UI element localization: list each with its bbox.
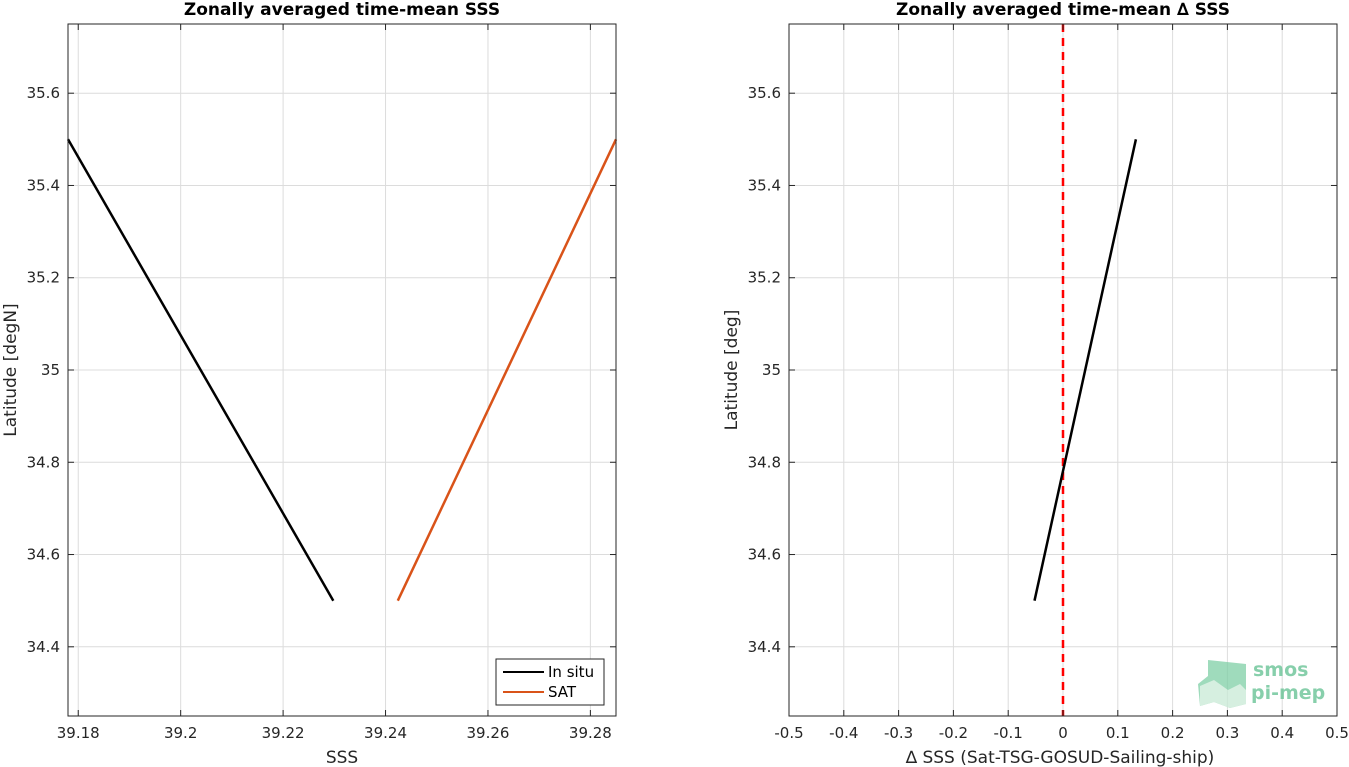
right-panel: -0.5 -0.4 -0.3 -0.2 -0.1 0 0.1 0.2 0.3 0.4 0.5 34.4… [722, 0, 1349, 767]
right-ticks: -0.5 -0.4 -0.3 -0.2 -0.1 0 0.1 0.2 0.3 0.4 0.5 34.4… [748, 24, 1349, 742]
right-y-tick-label: 34.6 [748, 546, 781, 564]
legend-box [495, 658, 605, 706]
left-series-line-sat [396, 138, 618, 602]
right-chart-title: Zonally averaged time-mean ∆ SSS [896, 0, 1230, 20]
left-series-line-in-situ [66, 138, 335, 602]
right-x-tick-label: 0.2 [1161, 724, 1185, 742]
right-x-tick-label: 0.5 [1325, 724, 1349, 742]
right-x-tick-label: -0.1 [994, 724, 1023, 742]
smos-pi-mep-logo: smos pi-mep [1198, 659, 1325, 708]
left-ticks: 39.18 39.2 39.22 39.24 39.26 39.28 34.4 34.6 34.… [27, 24, 616, 742]
logo-text-smos: smos [1253, 659, 1308, 681]
right-y-tick-label: 35 [762, 361, 781, 379]
left-x-tick-label: 39.24 [364, 724, 407, 742]
left-x-tick-label: 39.18 [57, 724, 100, 742]
left-y-tick-label: 35.4 [27, 176, 60, 194]
left-y-tick-label: 34.6 [27, 546, 60, 564]
right-x-tick-label: -0.5 [774, 724, 803, 742]
left-y-tick-label: 34.8 [27, 453, 60, 471]
right-y-tick-label: 35.6 [748, 84, 781, 102]
right-x-tick-label: -0.3 [884, 724, 913, 742]
right-x-axis-label: ∆ SSS (Sat-TSG-GOSUD-Sailing-ship) [905, 748, 1215, 767]
right-x-tick-label: -0.2 [939, 724, 968, 742]
right-x-tick-label: 0.4 [1270, 724, 1294, 742]
right-x-tick-label: 0.1 [1106, 724, 1130, 742]
right-y-axis-label: Latitude [deg] [722, 310, 742, 431]
right-x-tick-label: -0.4 [829, 724, 858, 742]
left-y-tick-label: 34.4 [27, 638, 60, 656]
left-x-tick-label: 39.26 [466, 724, 509, 742]
legend-in-situ-label: In situ [548, 663, 594, 681]
left-panel: 39.18 39.2 39.22 39.24 39.26 39.28 34.4 34.6 34.… [1, 0, 618, 767]
left-x-tick-label: 39.28 [569, 724, 612, 742]
right-y-tick-label: 34.8 [748, 453, 781, 471]
logo-text-pi-mep: pi-mep [1251, 682, 1325, 704]
left-gridlines [68, 24, 616, 716]
right-y-tick-label: 35.2 [748, 269, 781, 287]
legend: In situ SAT [495, 658, 605, 706]
right-y-tick-label: 35.4 [748, 176, 781, 194]
right-x-tick-label: 0 [1058, 724, 1068, 742]
left-series [66, 138, 618, 602]
left-chart-title: Zonally averaged time-mean SSS [184, 0, 500, 20]
left-x-tick-label: 39.2 [164, 724, 197, 742]
left-y-tick-label: 35.6 [27, 84, 60, 102]
left-y-tick-label: 35.2 [27, 269, 60, 287]
logo-wave-shape-light [1200, 680, 1246, 708]
legend-sat-label: SAT [548, 683, 577, 701]
left-x-axis-label: SSS [326, 748, 358, 767]
left-y-axis-label: Latitude [degN] [1, 303, 21, 436]
left-y-tick-label: 35 [41, 361, 60, 379]
left-x-tick-label: 39.22 [262, 724, 305, 742]
right-series [1033, 24, 1138, 716]
right-x-tick-label: 0.3 [1215, 724, 1239, 742]
right-y-tick-label: 34.4 [748, 638, 781, 656]
right-series-line-delta-sss [1033, 139, 1138, 601]
